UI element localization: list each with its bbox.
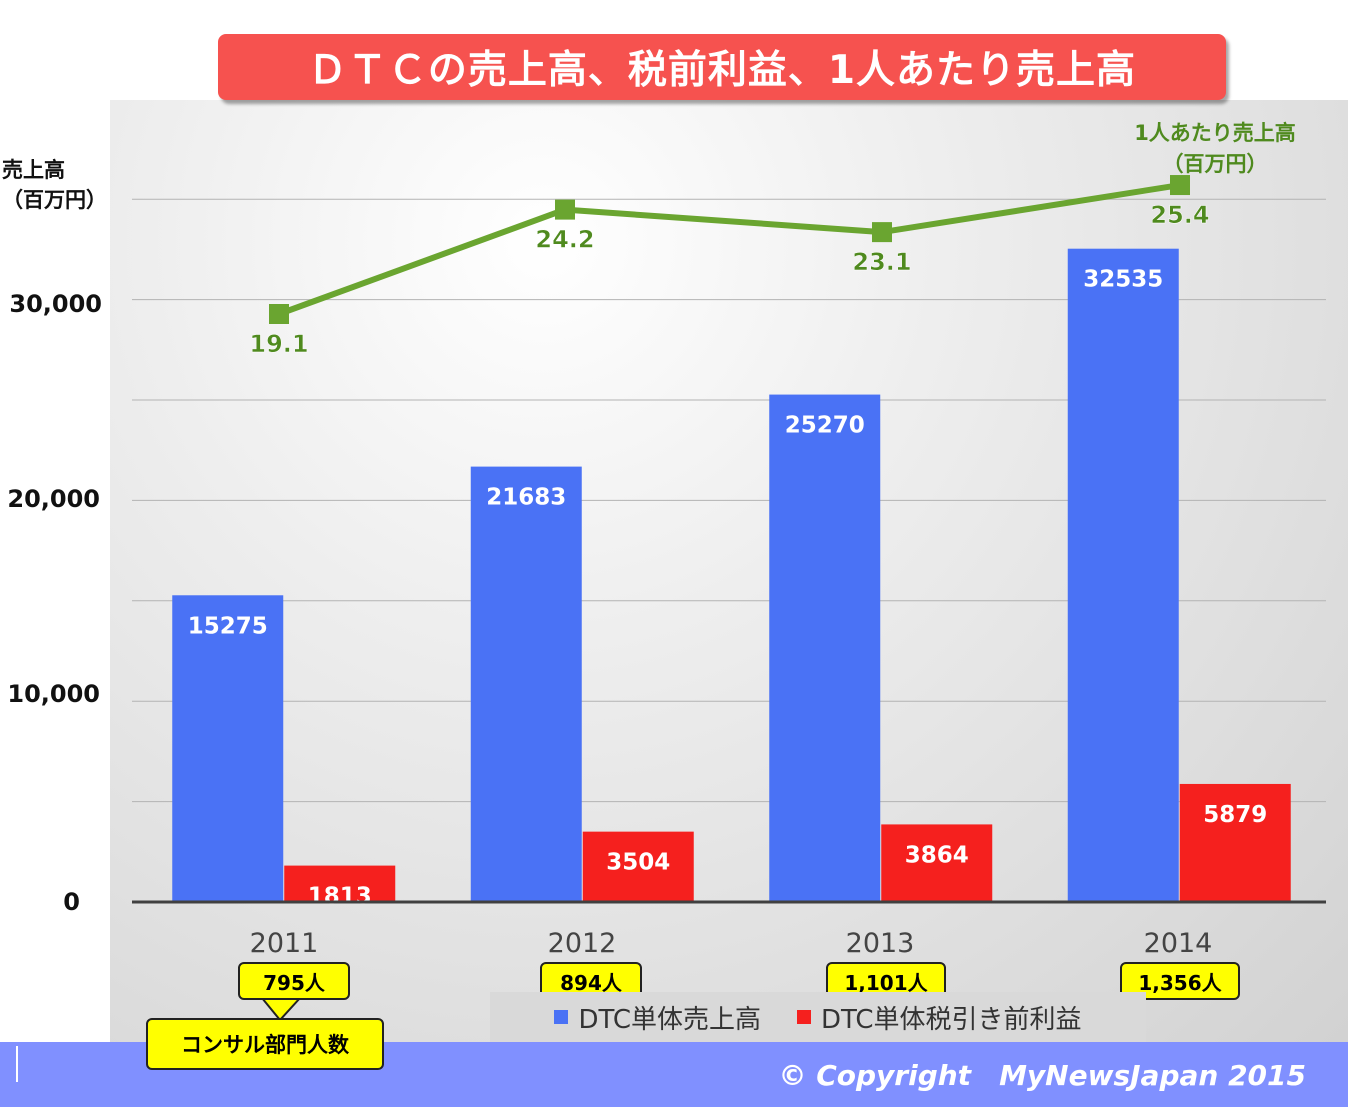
profit-bar <box>1179 783 1291 902</box>
legend-item-profit: DTC単体税引き前利益 <box>797 999 1082 1036</box>
profit-data-label: 3504 <box>606 850 670 876</box>
sales-bar <box>769 394 881 902</box>
profit-data-label: 1813 <box>308 884 372 910</box>
sales-data-label: 21683 <box>486 485 566 511</box>
profit-data-label: 3864 <box>905 842 969 868</box>
footer-divider <box>16 1046 18 1082</box>
sales-data-label: 32535 <box>1083 267 1163 293</box>
rate-marker <box>1170 175 1190 196</box>
rate-line <box>277 182 1181 317</box>
y-tick-label: 20,000 <box>7 485 100 513</box>
sales-data-label: 15275 <box>188 613 268 639</box>
copyright-text: © Copyright MyNewsJapan 2015 <box>778 1059 1306 1092</box>
rate-data-label: 24.2 <box>535 226 594 254</box>
headcount-badge: 795人 <box>238 962 350 1000</box>
rate-data-label: 25.4 <box>1150 201 1209 229</box>
legend-label-profit: DTC単体税引き前利益 <box>821 1004 1082 1035</box>
sales-bar <box>470 466 582 902</box>
rate-label-line1: 1人あたり売上高 <box>1134 121 1296 145</box>
callout-pointer <box>259 997 303 1022</box>
chart-title: ＤＴＣの売上高、税前利益、1人あたり売上高 <box>307 48 1137 93</box>
profit-bar <box>881 824 993 902</box>
y-tick-label: 0 <box>63 888 80 916</box>
rate-axis-label: 1人あたり売上高 （百万円） <box>1090 118 1340 180</box>
legend-swatch-sales <box>554 1010 569 1024</box>
profit-bar <box>582 831 694 902</box>
legend-label-sales: DTC単体売上高 <box>578 1004 761 1035</box>
rate-data-label: 23.1 <box>852 248 911 276</box>
chart-title-box: ＤＴＣの売上高、税前利益、1人あたり売上高 <box>218 34 1226 100</box>
legend-swatch-profit <box>797 1010 811 1024</box>
rate-marker <box>269 304 289 324</box>
profit-bar <box>284 865 396 902</box>
legend-item-sales: DTC単体売上高 <box>554 999 761 1036</box>
sales-bar <box>1067 248 1179 902</box>
rate-marker <box>555 199 575 220</box>
x-tick-label: 2013 <box>845 928 915 959</box>
rate-label-line2: （百万円） <box>1162 152 1268 176</box>
x-tick-label: 2012 <box>547 928 617 959</box>
y-axis-label-line1: 売上高 <box>2 158 65 182</box>
y-tick-label: 10,000 <box>7 680 100 708</box>
x-tick-label: 2011 <box>249 928 319 959</box>
x-tick-label: 2014 <box>1143 928 1213 959</box>
headcount-caption: コンサル部門人数 <box>146 1018 384 1070</box>
y-tick-label: 30,000 <box>9 290 102 318</box>
y-axis-label-line2: （百万円） <box>2 188 107 212</box>
y-axis-label: 売上高 （百万円） <box>2 155 107 215</box>
rate-marker <box>872 222 892 243</box>
sales-bar <box>172 595 284 902</box>
rate-data-label: 19.1 <box>249 330 308 358</box>
legend: DTC単体売上高 DTC単体税引き前利益 <box>490 992 1146 1042</box>
profit-data-label: 5879 <box>1203 802 1267 828</box>
sales-data-label: 25270 <box>785 413 865 439</box>
headcount-badge: 1,356人 <box>1120 962 1240 1000</box>
